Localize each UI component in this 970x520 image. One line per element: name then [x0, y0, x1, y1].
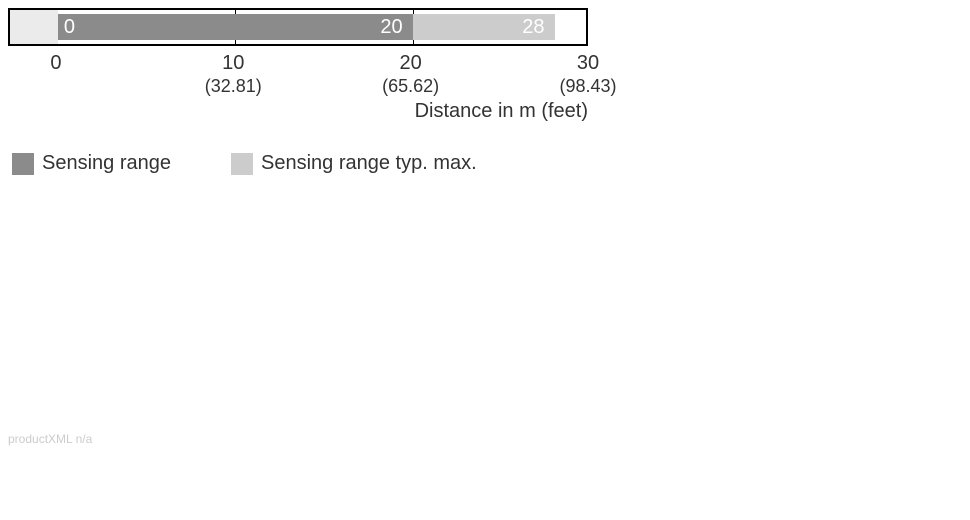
bar-track: 0 20 28: [8, 8, 588, 46]
legend-swatch: [12, 153, 34, 175]
axis-tick-label: 10: [222, 52, 244, 75]
sensing-range-start-label: 0: [58, 16, 75, 39]
sensing-range-typ-max: 28: [413, 14, 555, 40]
axis-tick-sublabel: (32.81): [205, 76, 262, 97]
legend-label: Sensing range typ. max.: [261, 152, 477, 175]
sensing-range-chart: 0 20 28 0 10 20 30 (32.81) (65.62) (98.43) Dist…: [0, 0, 970, 175]
sensing-range: 0 20: [58, 14, 413, 40]
legend: Sensing range Sensing range typ. max.: [12, 152, 970, 175]
axis-tick-sublabel: (65.62): [382, 76, 439, 97]
axis-tick-sublabels: (32.81)(65.62)(98.43): [8, 76, 588, 100]
sensing-range-end-label: 20: [380, 16, 412, 39]
pre-zero-region: [10, 10, 58, 44]
legend-label: Sensing range: [42, 152, 171, 175]
axis-title-row: Distance in m (feet): [8, 100, 588, 124]
axis-tick-label: 30: [577, 52, 599, 75]
axis-tick-sublabel: (98.43): [559, 76, 616, 97]
legend-item: Sensing range typ. max.: [231, 152, 477, 175]
axis-tick-labels: 0102030: [8, 52, 588, 76]
axis-tick-label: 20: [400, 52, 422, 75]
footer-note: productXML n/a: [8, 432, 92, 446]
legend-swatch: [231, 153, 253, 175]
legend-item: Sensing range: [12, 152, 171, 175]
axis-title: Distance in m (feet): [415, 100, 588, 123]
axis-tick-label: 0: [50, 52, 61, 75]
sensing-range-typ-max-end-label: 28: [522, 16, 554, 39]
